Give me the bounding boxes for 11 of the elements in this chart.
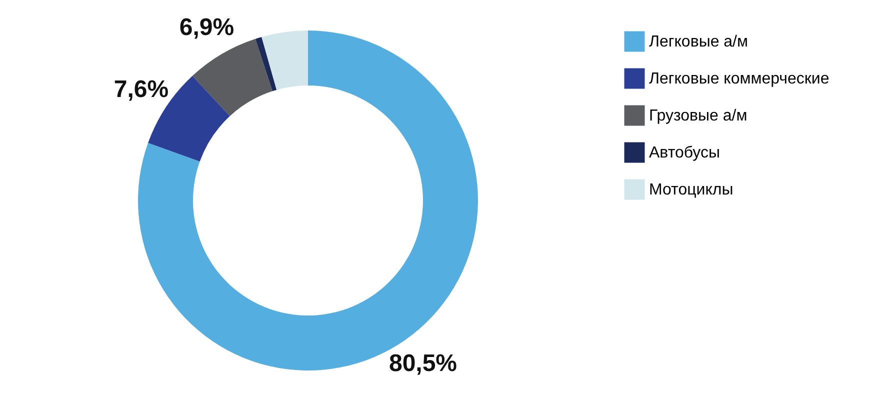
legend-label: Легковые а/м [649, 34, 748, 50]
data-label: 80,5% [388, 350, 458, 378]
legend-label: Легковые коммерческие [649, 70, 830, 88]
legend-label: Мотоциклы [649, 182, 734, 198]
donut-slice [255, 36, 277, 92]
data-label: 6,9% [179, 14, 234, 42]
donut-slice [192, 38, 272, 116]
data-label: 7,6% [114, 76, 169, 104]
legend-label: Автобусы [649, 144, 720, 162]
legend-label: Грузовые а/м [649, 108, 748, 124]
donut-slice [262, 30, 308, 90]
